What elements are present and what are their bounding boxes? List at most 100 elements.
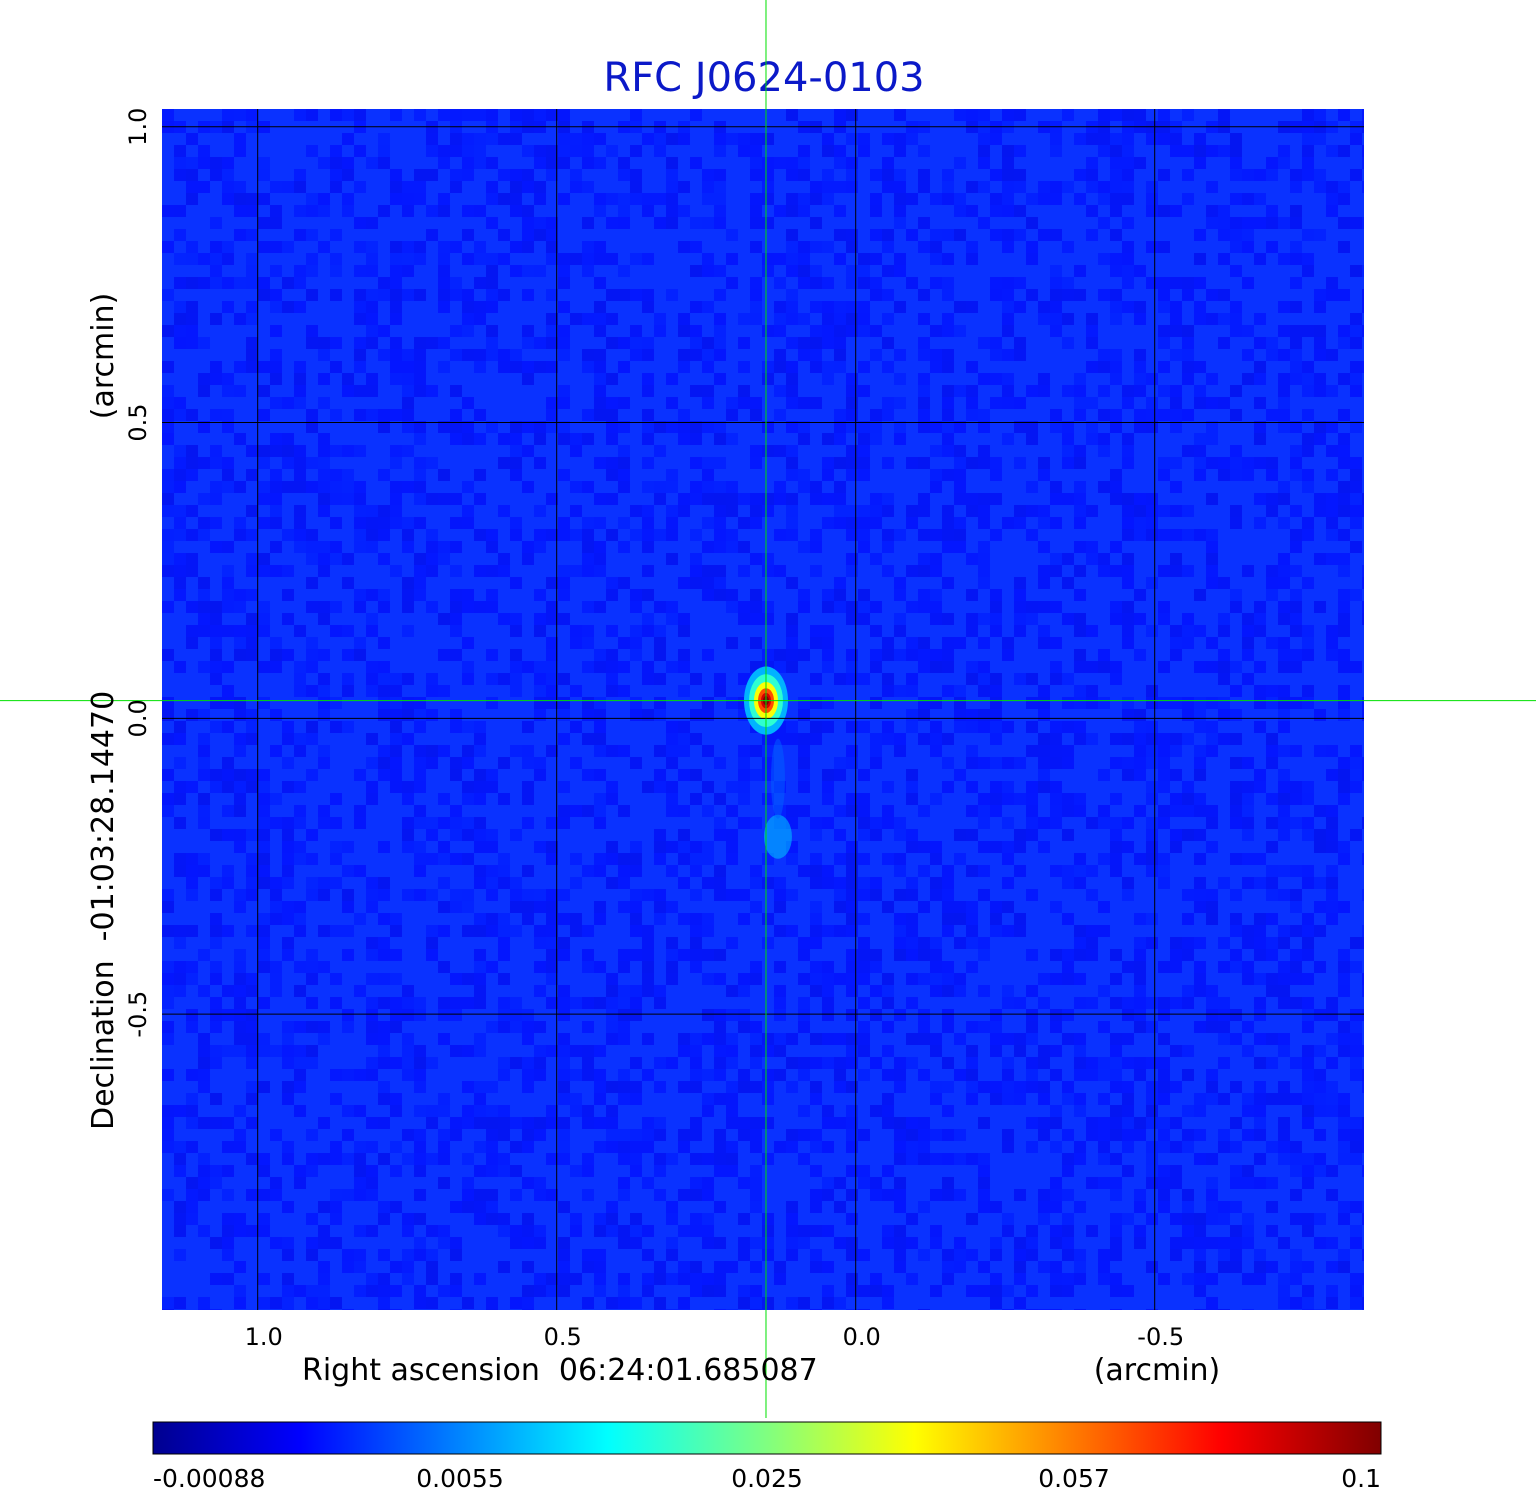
noise-cell (978, 889, 990, 901)
noise-cell (1050, 421, 1062, 433)
noise-cell (714, 541, 726, 553)
noise-cell (1158, 505, 1170, 517)
noise-cell (846, 661, 858, 673)
noise-cell (1278, 829, 1290, 841)
noise-cell (438, 469, 450, 481)
noise-cell (594, 1225, 606, 1237)
noise-cell (366, 1273, 378, 1285)
noise-cell (234, 481, 246, 493)
noise-cell (990, 1237, 1002, 1249)
noise-cell (210, 889, 222, 901)
noise-cell (438, 685, 450, 697)
noise-cell (462, 853, 474, 865)
noise-cell (354, 145, 366, 157)
noise-cell (450, 325, 462, 337)
noise-cell (1002, 109, 1014, 121)
noise-cell (450, 133, 462, 145)
noise-cell (366, 289, 378, 301)
noise-cell (786, 1081, 798, 1093)
noise-cell (1278, 517, 1290, 529)
noise-cell (1350, 1273, 1362, 1285)
noise-cell (1098, 565, 1110, 577)
noise-cell (1194, 589, 1206, 601)
noise-cell (678, 577, 690, 589)
noise-cell (438, 145, 450, 157)
noise-cell (666, 661, 678, 673)
noise-cell (966, 409, 978, 421)
noise-cell (750, 637, 762, 649)
noise-cell (1254, 253, 1266, 265)
noise-cell (1362, 217, 1364, 229)
noise-cell (858, 1285, 870, 1297)
noise-cell (822, 865, 834, 877)
noise-cell (354, 349, 366, 361)
noise-cell (1098, 289, 1110, 301)
noise-cell (1074, 1153, 1086, 1165)
noise-cell (846, 745, 858, 757)
noise-cell (1158, 961, 1170, 973)
noise-cell (1230, 457, 1242, 469)
noise-cell (834, 1069, 846, 1081)
noise-cell (942, 1009, 954, 1021)
noise-cell (402, 781, 414, 793)
noise-cell (186, 781, 198, 793)
noise-cell (786, 721, 798, 733)
noise-cell (222, 1213, 234, 1225)
noise-cell (894, 649, 906, 661)
noise-cell (1134, 1057, 1146, 1069)
noise-cell (186, 1117, 198, 1129)
noise-cell (1218, 1033, 1230, 1045)
noise-cell (474, 145, 486, 157)
noise-cell (246, 505, 258, 517)
noise-cell (306, 541, 318, 553)
noise-cell (282, 433, 294, 445)
noise-cell (354, 1069, 366, 1081)
noise-cell (846, 169, 858, 181)
noise-cell (954, 325, 966, 337)
noise-cell (846, 1141, 858, 1153)
noise-cell (378, 1033, 390, 1045)
noise-cell (714, 373, 726, 385)
noise-cell (1290, 529, 1302, 541)
noise-cell (594, 241, 606, 253)
noise-cell (822, 1177, 834, 1189)
noise-cell (954, 301, 966, 313)
noise-cell (474, 1105, 486, 1117)
noise-cell (930, 193, 942, 205)
noise-cell (810, 1225, 822, 1237)
noise-cell (1206, 421, 1218, 433)
noise-cell (318, 445, 330, 457)
noise-cell (798, 805, 810, 817)
noise-cell (402, 1045, 414, 1057)
noise-cell (210, 1045, 222, 1057)
noise-cell (258, 1225, 270, 1237)
noise-cell (558, 889, 570, 901)
noise-cell (1302, 1045, 1314, 1057)
noise-cell (1326, 817, 1338, 829)
noise-cell (1302, 973, 1314, 985)
noise-cell (198, 457, 210, 469)
noise-cell (1050, 1045, 1062, 1057)
noise-cell (714, 313, 726, 325)
noise-cell (1206, 1177, 1218, 1189)
noise-cell (222, 601, 234, 613)
noise-cell (798, 1225, 810, 1237)
noise-cell (918, 181, 930, 193)
noise-cell (1278, 1153, 1290, 1165)
noise-cell (942, 577, 954, 589)
noise-cell (1158, 457, 1170, 469)
noise-cell (750, 1021, 762, 1033)
noise-cell (318, 1309, 330, 1310)
noise-cell (1302, 1093, 1314, 1105)
noise-cell (390, 997, 402, 1009)
noise-cell (486, 1153, 498, 1165)
noise-cell (762, 1093, 774, 1105)
noise-cell (1326, 529, 1338, 541)
noise-cell (1230, 133, 1242, 145)
noise-cell (690, 217, 702, 229)
noise-cell (354, 217, 366, 229)
noise-cell (1338, 1213, 1350, 1225)
noise-cell (1206, 1009, 1218, 1021)
noise-cell (318, 397, 330, 409)
noise-cell (402, 529, 414, 541)
